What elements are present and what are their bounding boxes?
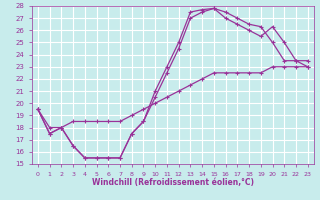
X-axis label: Windchill (Refroidissement éolien,°C): Windchill (Refroidissement éolien,°C)	[92, 178, 254, 187]
